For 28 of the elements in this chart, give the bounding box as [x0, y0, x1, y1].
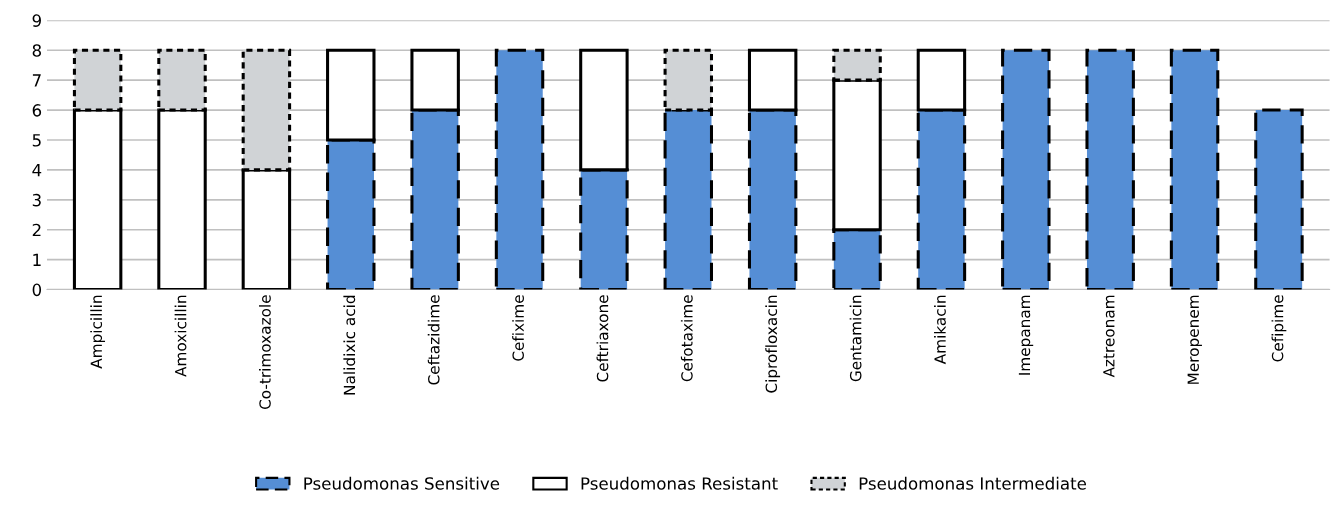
x-tick-label: Meropenem — [1187, 295, 1202, 384]
x-tick-label: Aztreonam — [1103, 295, 1115, 378]
y-tick-label: 8 — [32, 44, 41, 57]
y-tick-label: 0 — [32, 283, 42, 297]
x-tick-label: Cefotaxime — [680, 295, 693, 382]
x-tick-label: Cefipime — [1271, 295, 1287, 362]
x-tick-label: Ampicillin — [90, 295, 106, 369]
x-tick-label: Ceftriaxone — [596, 295, 609, 382]
y-tick-label: 1 — [33, 253, 41, 266]
x-tick-label: Cefixime — [512, 295, 524, 361]
x-tick-label: Amoxicillin — [174, 295, 187, 377]
y-tick-label: 9 — [32, 14, 41, 27]
x-tick-label: Ciprofloxacin — [765, 295, 781, 393]
legend-label: Pseudomonas Resistant — [581, 476, 778, 490]
y-tick-label: 5 — [32, 134, 41, 147]
x-tick-label: Amikacin — [934, 295, 946, 365]
y-tick-label: 4 — [32, 164, 42, 177]
y-tick-label: 3 — [32, 193, 41, 207]
y-tick-label: 6 — [32, 104, 42, 117]
legend-label: Pseudomonas Sensitive — [304, 476, 500, 490]
y-tick-label: 2 — [32, 223, 41, 237]
x-tick-label: Imepanam — [1018, 295, 1034, 375]
y-tick-label: 7 — [32, 74, 41, 87]
legend-label: Pseudomonas Intermediate — [859, 476, 1087, 490]
x-tick-label: Nalidixic acid — [343, 295, 356, 395]
x-tick-label: Gentamicin — [849, 295, 862, 382]
x-tick-label: Co-trimoxazole — [259, 295, 271, 410]
x-tick-label: Ceftazidime — [427, 295, 440, 385]
